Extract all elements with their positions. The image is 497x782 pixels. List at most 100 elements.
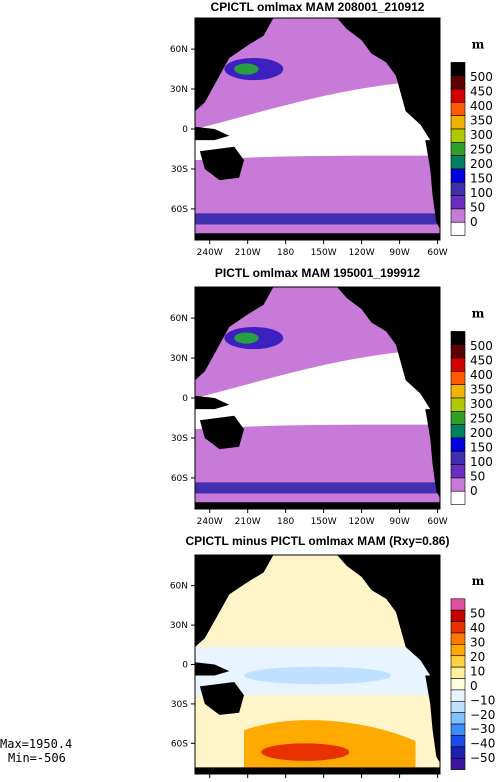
- equatorial-band: [195, 80, 440, 161]
- colorbar-swatch: [450, 344, 466, 359]
- colorbar-label: 350: [470, 114, 493, 128]
- colorbar-swatch: [450, 128, 466, 143]
- colorbar-label: 450: [470, 353, 493, 367]
- southern-ocean-band: [195, 482, 440, 494]
- colorbar-swatch: [450, 115, 466, 130]
- colorbar-label: −50: [470, 751, 495, 765]
- colorbar-label: 150: [470, 441, 493, 455]
- max-stat: Max=1950.4: [0, 737, 73, 751]
- min-stat: Min=-506: [8, 751, 66, 765]
- colorbar-swatch: [450, 735, 466, 748]
- x-tick-label: 240W: [197, 517, 223, 527]
- colorbar-swatch: [450, 155, 466, 170]
- southern-ocean-band: [195, 213, 440, 225]
- y-tick-label: 30S: [171, 434, 188, 444]
- y-tick-label: 60S: [171, 474, 188, 484]
- land-mass: [195, 233, 440, 240]
- x-tick-label: 180: [277, 248, 294, 258]
- x-tick-label: 210W: [235, 517, 261, 527]
- x-tick-label: 120W: [349, 517, 375, 527]
- y-tick-label: 30S: [171, 700, 188, 710]
- colorbar-label: 300: [470, 397, 493, 411]
- colorbar-label: 200: [470, 426, 493, 440]
- land-mass: [195, 126, 230, 141]
- colorbar-label: 50: [470, 606, 485, 620]
- colorbar-swatch: [450, 712, 466, 725]
- kuroshio-core: [234, 63, 259, 75]
- x-tick-label: 90W: [389, 517, 409, 527]
- x-tick-label: 60W: [427, 248, 447, 258]
- land-mass: [425, 140, 440, 229]
- colorbar-swatch: [450, 655, 466, 668]
- colorbar-label: 400: [470, 99, 493, 113]
- colorbar-label: −10: [470, 693, 495, 707]
- colorbar-label: 30: [470, 635, 485, 649]
- colorbar-swatch: [450, 371, 466, 385]
- land-mass: [195, 287, 274, 381]
- x-tick-label: 90W: [389, 248, 409, 258]
- land-mass: [425, 409, 440, 498]
- kuroshio-core: [234, 332, 259, 344]
- y-tick-label: 60N: [170, 582, 188, 592]
- y-tick-label: 0: [182, 394, 188, 404]
- colorbar-label: 500: [470, 339, 493, 353]
- panel-3: CPICTL minus PICTL omlmax MAM (Rxy=0.86)…: [170, 534, 495, 778]
- colorbar-label: −30: [470, 722, 495, 736]
- land-mass: [195, 502, 440, 509]
- land-mass: [425, 675, 440, 763]
- colorbar-swatch: [450, 689, 466, 702]
- land-mass: [195, 555, 274, 647]
- colorbar-swatch: [450, 464, 466, 479]
- colorbar-swatch: [450, 397, 466, 412]
- y-tick-label: 0: [182, 661, 188, 671]
- colorbar-label: 500: [470, 70, 493, 84]
- colorbar-swatch: [450, 62, 466, 77]
- colorbar-label: 100: [470, 186, 493, 200]
- land-mass: [199, 146, 244, 181]
- y-tick-label: 30S: [171, 165, 188, 175]
- colorbar-label: 300: [470, 128, 493, 142]
- x-tick-label: 60W: [427, 517, 447, 527]
- colorbar-label: 0: [470, 679, 478, 693]
- colorbar-swatch: [450, 195, 466, 210]
- land-mass: [337, 555, 440, 691]
- colorbar-swatch: [450, 437, 466, 452]
- colorbar-swatch: [450, 357, 466, 372]
- colorbar-label: 40: [470, 621, 485, 635]
- colorbar-label: 20: [470, 650, 485, 664]
- colorbar-swatch: [450, 490, 466, 505]
- x-tick-label: 150W: [311, 248, 337, 258]
- colorbar-swatch: [450, 384, 466, 399]
- colorbar-swatch: [450, 168, 466, 183]
- x-tick-label: 120W: [349, 248, 375, 258]
- colorbar-swatch: [450, 678, 466, 691]
- x-tick-label: 210W: [235, 248, 261, 258]
- land-mass: [337, 18, 440, 156]
- colorbar-label: 10: [470, 664, 485, 678]
- x-tick-label: 240W: [197, 248, 223, 258]
- colorbar-swatch: [450, 757, 466, 770]
- colorbar-swatch: [450, 424, 466, 439]
- colorbar-swatch: [450, 208, 466, 223]
- colorbar-label: 400: [470, 368, 493, 382]
- x-tick-label: 180: [277, 517, 294, 527]
- colorbar-label: 450: [470, 84, 493, 98]
- y-tick-label: 60N: [170, 314, 188, 324]
- colorbar-label: 150: [470, 172, 493, 186]
- land-mass: [199, 682, 244, 715]
- land-mass: [195, 662, 230, 676]
- land-mass: [337, 287, 440, 425]
- colorbar-label: 0: [470, 215, 478, 229]
- colorbar-swatch: [450, 75, 466, 90]
- units-label: m: [472, 37, 485, 51]
- panel-2: PICTL omlmax MAM 195001_199912 60N 30N 0 30S…: [170, 266, 493, 527]
- colorbar-label: 200: [470, 157, 493, 171]
- y-tick-label: 30N: [170, 621, 188, 631]
- colorbar-swatch: [450, 644, 466, 657]
- land-mass: [195, 18, 274, 112]
- equatorial-band: [195, 349, 440, 430]
- colorbar-swatch: [450, 723, 466, 736]
- panel-1: CPICTL omlmax MAM 208001_210912 60N 30N 0 30…: [170, 0, 493, 258]
- colorbar-swatch: [450, 88, 466, 103]
